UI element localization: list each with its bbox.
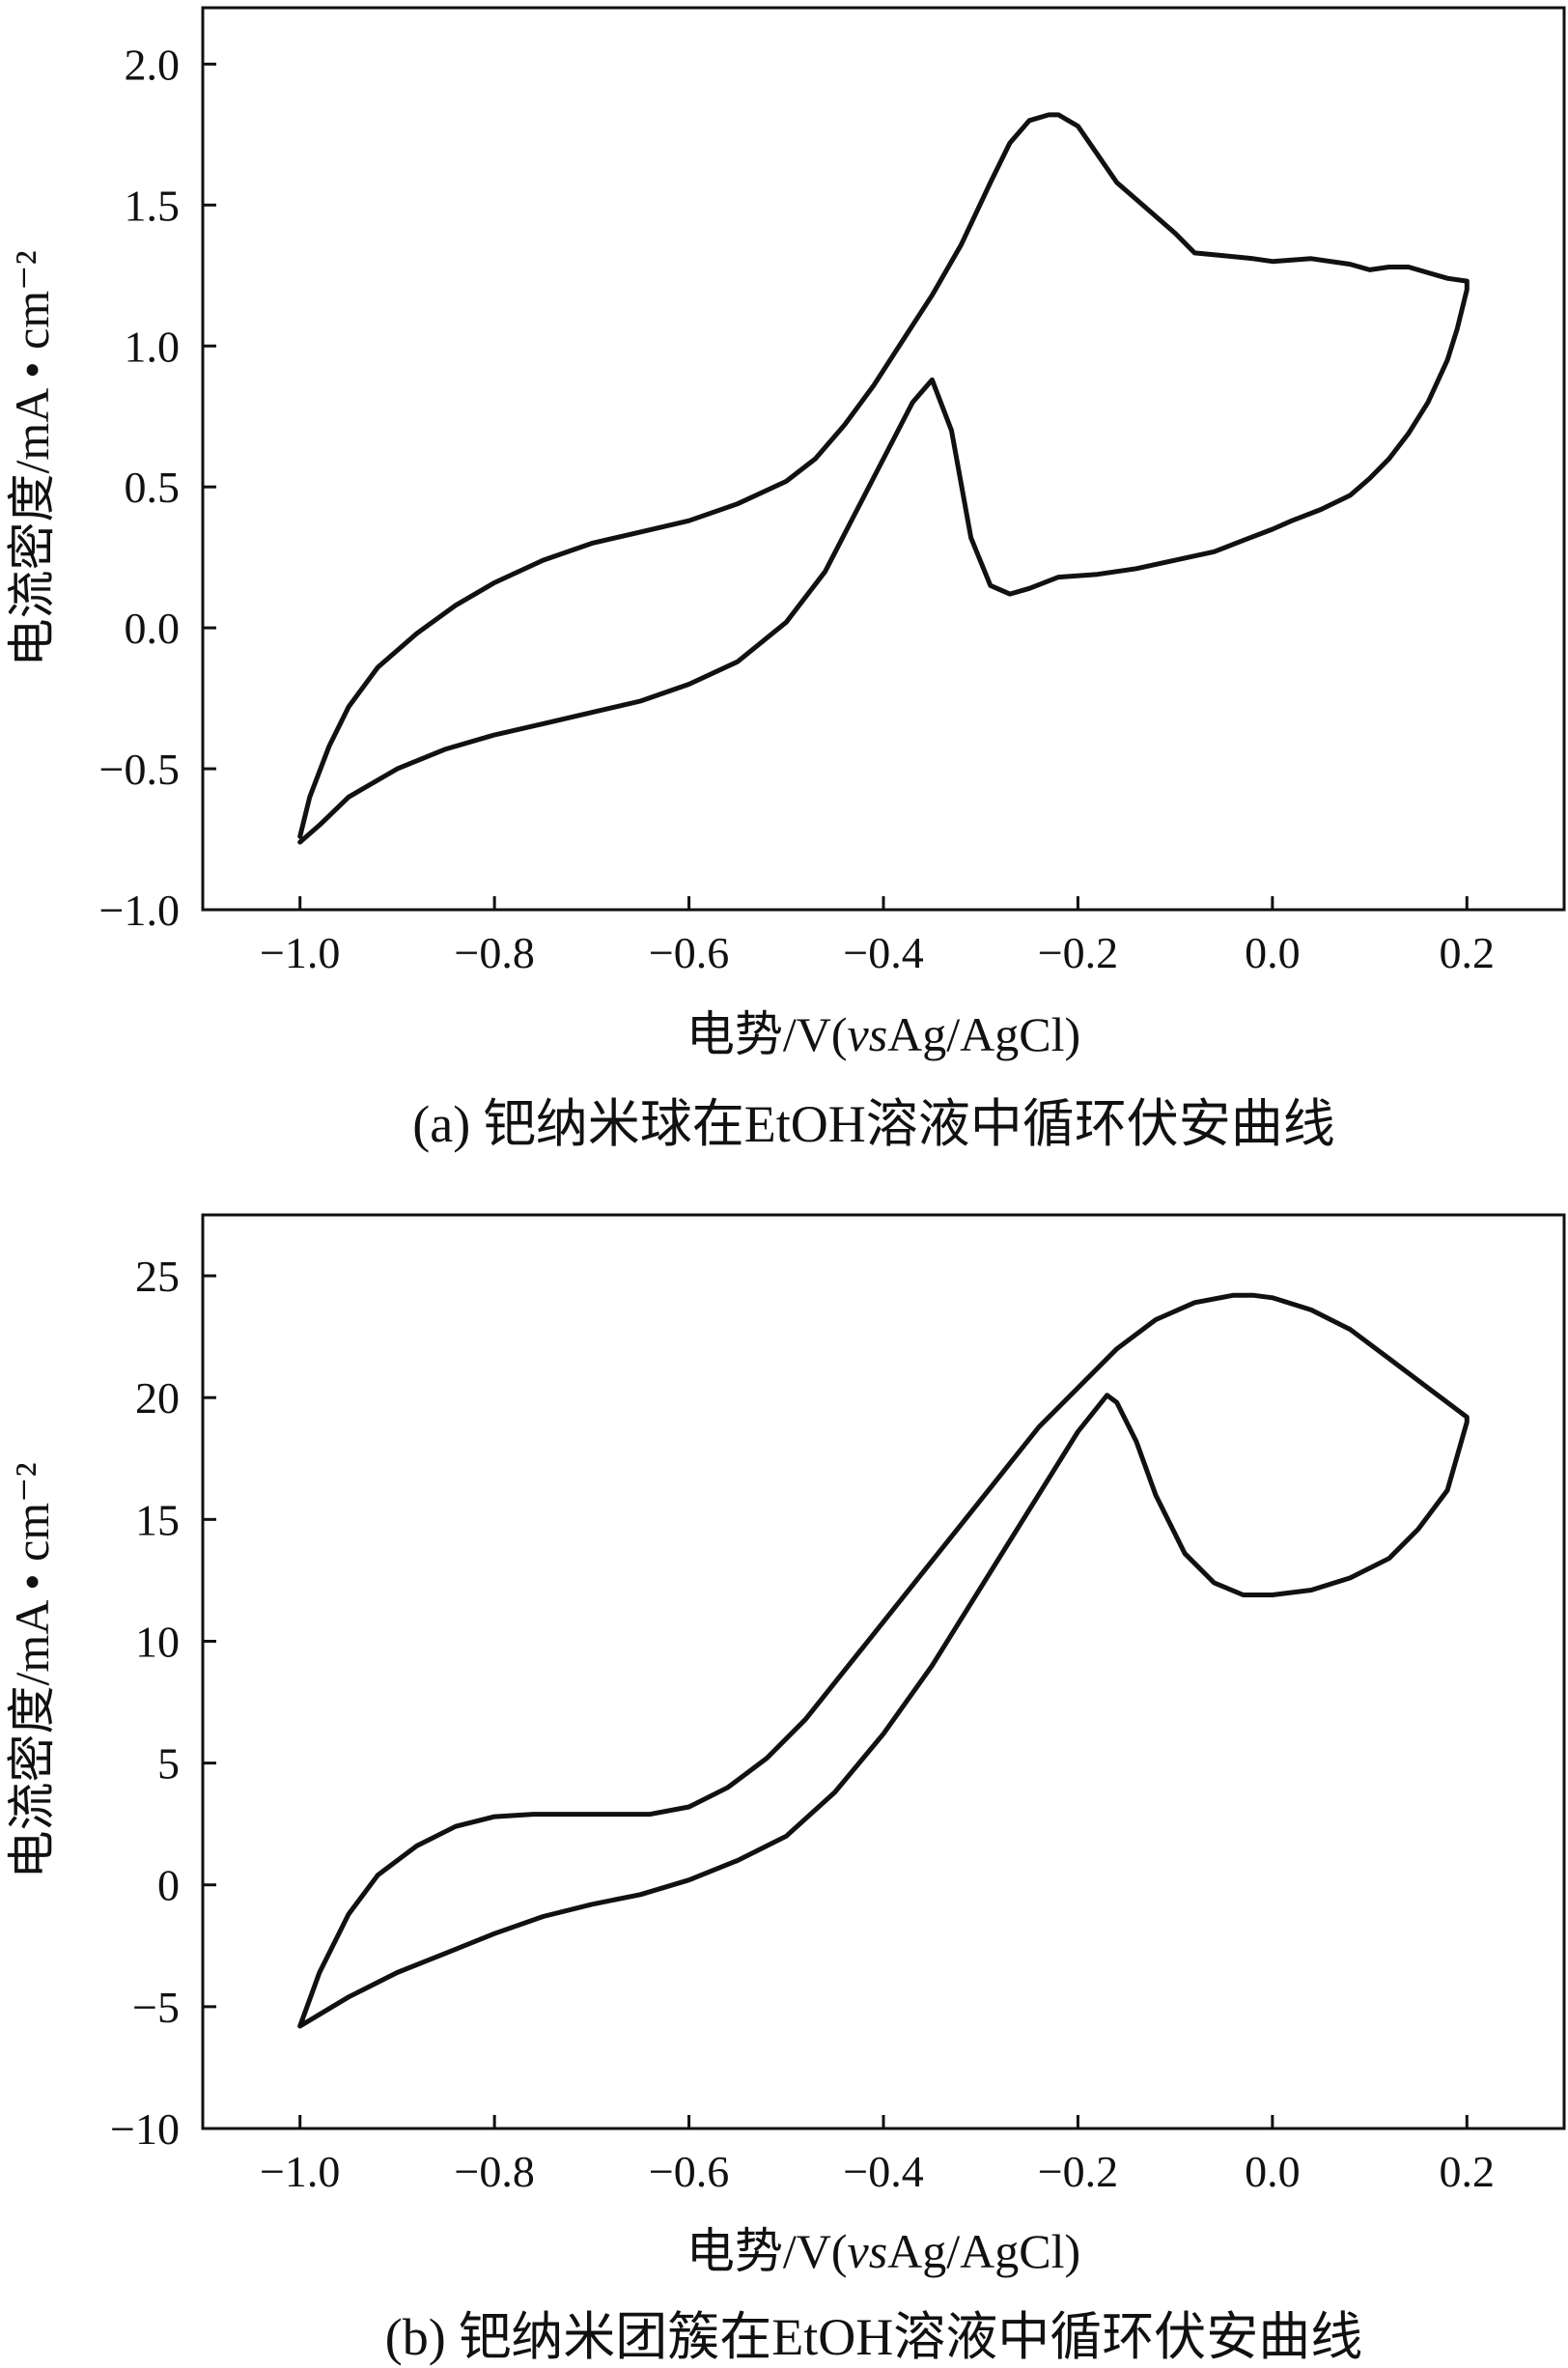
panel-a-x-tick-label: 0.0 bbox=[1245, 928, 1301, 977]
panel-b-y-axis-label: 电流密度/mA • cm⁻² bbox=[5, 1462, 59, 1878]
panel-a-chart: −1.0 −0.8 −0.6 −0.4 −0.2 0.0 0.2 −1.0 −0.5 0.0 0.… bbox=[5, 6, 1566, 1153]
panel-b-cv-curve bbox=[297, 1292, 1470, 2029]
panel-b-x-axis-label: 电势/V(vsAg/AgCl) bbox=[686, 2224, 1080, 2278]
panel-b-y-tick-label: 0 bbox=[157, 1861, 180, 1910]
panel-a-x-tick-label: −0.4 bbox=[843, 928, 923, 977]
panel-b-y-tick-label: 10 bbox=[135, 1617, 180, 1666]
panel-a-y-ticks: −1.0 −0.5 0.0 0.5 1.0 1.5 2.0 bbox=[99, 40, 216, 935]
panel-b-x-tick-label: −1.0 bbox=[260, 2147, 340, 2196]
panel-a-x-ticks: −1.0 −0.8 −0.6 −0.4 −0.2 0.0 0.2 bbox=[260, 896, 1495, 977]
panel-b-x-tick-label: −0.6 bbox=[649, 2147, 729, 2196]
panel-a-y-tick-label: −0.5 bbox=[99, 745, 180, 794]
panel-a-y-tick-label: 0.0 bbox=[125, 604, 181, 653]
panel-b-y-tick-label: −5 bbox=[132, 1983, 180, 2032]
panel-a-y-tick-label: 1.5 bbox=[125, 181, 181, 230]
panel-a-y-axis-label: 电流密度/mA • cm⁻² bbox=[5, 250, 59, 666]
panel-b-x-tick-label: 0.2 bbox=[1440, 2147, 1496, 2196]
panel-b-y-ticks: −10 −5 0 5 10 15 20 25 bbox=[110, 1252, 216, 2154]
panel-b-y-tick-label: 5 bbox=[157, 1739, 180, 1789]
panel-a-y-tick-label: 2.0 bbox=[125, 40, 181, 89]
panel-b-y-tick-label: 20 bbox=[135, 1373, 180, 1423]
panel-b-y-tick-label: 15 bbox=[135, 1495, 180, 1544]
panel-b-y-tick-label: −10 bbox=[110, 2104, 180, 2154]
panel-b-x-ticks: −1.0 −0.8 −0.6 −0.4 −0.2 0.0 0.2 bbox=[260, 2115, 1495, 2196]
panel-a-caption: (a) 钯纳米球在EtOH溶液中循环伏安曲线 bbox=[412, 1095, 1334, 1153]
panel-b-plot-frame bbox=[201, 1213, 1566, 2130]
panel-a-x-axis-label: 电势/V(vsAg/AgCl) bbox=[686, 1007, 1080, 1061]
panel-b-x-tick-label: −0.2 bbox=[1038, 2147, 1118, 2196]
panel-b-x-tick-label: 0.0 bbox=[1245, 2147, 1301, 2196]
panel-a-y-tick-label: 0.5 bbox=[125, 463, 181, 512]
panel-a-x-tick-label: 0.2 bbox=[1440, 928, 1496, 977]
panel-b-chart: −1.0 −0.8 −0.6 −0.4 −0.2 0.0 0.2 −10 −5 0 5 10 15 20… bbox=[5, 1213, 1566, 2366]
panel-b-x-tick-label: −0.4 bbox=[843, 2147, 923, 2196]
panel-a-y-tick-label: 1.0 bbox=[125, 322, 181, 371]
panel-a-x-tick-label: −0.8 bbox=[454, 928, 534, 977]
panel-b-y-tick-label: 25 bbox=[135, 1252, 180, 1301]
panel-a-y-tick-label: −1.0 bbox=[99, 886, 180, 935]
panel-a-x-tick-label: −1.0 bbox=[260, 928, 340, 977]
panel-b-x-tick-label: −0.8 bbox=[454, 2147, 534, 2196]
panel-a-x-tick-label: −0.6 bbox=[649, 928, 729, 977]
panel-a-x-tick-label: −0.2 bbox=[1038, 928, 1118, 977]
panel-a-cv-curve bbox=[297, 112, 1470, 845]
panel-b-caption: (b) 钯纳米团簇在EtOH溶液中循环伏安曲线 bbox=[385, 2308, 1362, 2366]
